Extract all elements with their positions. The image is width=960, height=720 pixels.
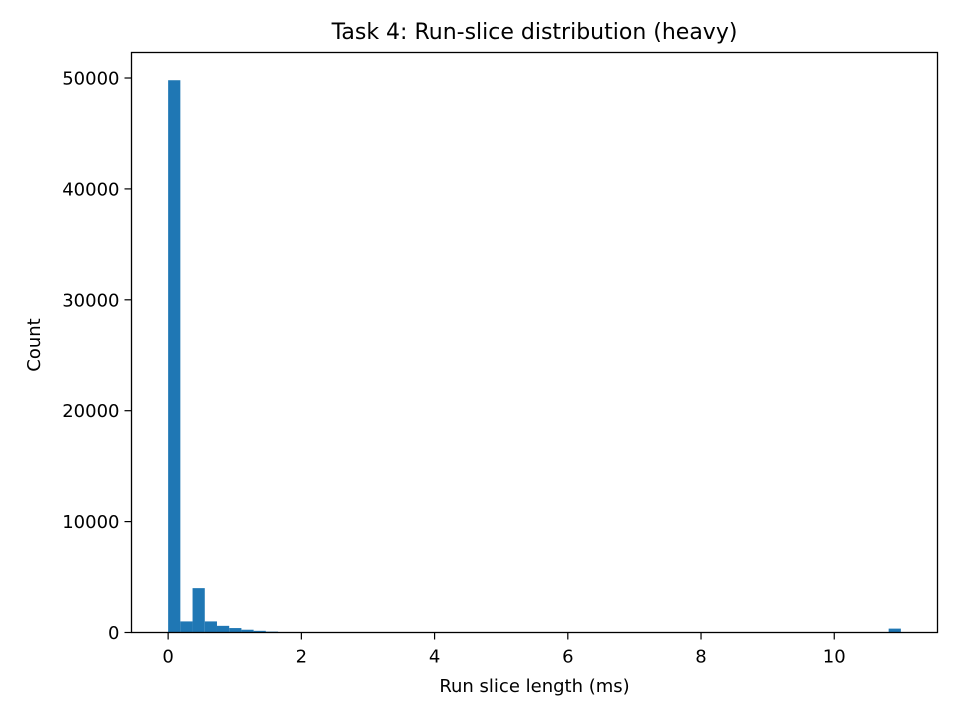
y-tick-label-3: 30000 [62,290,119,311]
bars-group [168,80,901,633]
x-tick-label-2: 4 [429,647,440,668]
chart-title: Task 4: Run-slice distribution (heavy) [331,20,738,45]
histogram-bar-7 [253,630,266,633]
histogram-bar-5 [229,628,242,633]
x-axis-ticks: 0 2 4 6 8 10 [162,632,846,668]
histogram-bar-3 [204,621,217,633]
y-tick-label-0: 0 [108,623,119,644]
histogram-bar-12 [888,628,901,633]
x-tick-label-1: 2 [296,647,307,668]
x-axis-label: Run slice length (ms) [439,676,629,697]
histogram-bar-2 [192,588,205,633]
y-tick-label-1: 10000 [62,512,119,533]
y-tick-label-4: 40000 [62,179,119,200]
y-axis-ticks: 0 10000 20000 30000 40000 50000 [62,69,132,644]
x-tick-label-3: 6 [562,647,573,668]
histogram-bar-0 [168,80,181,633]
y-axis-label: Count [24,318,45,371]
x-tick-label-0: 0 [162,647,173,668]
y-tick-label-5: 50000 [62,69,119,90]
x-tick-label-4: 8 [695,647,706,668]
histogram-bar-4 [216,625,230,633]
x-tick-label-5: 10 [823,647,846,668]
plot-frame [130,51,939,634]
y-tick-label-2: 20000 [62,401,119,422]
histogram-bar-6 [241,629,254,633]
histogram-bar-1 [180,621,193,633]
